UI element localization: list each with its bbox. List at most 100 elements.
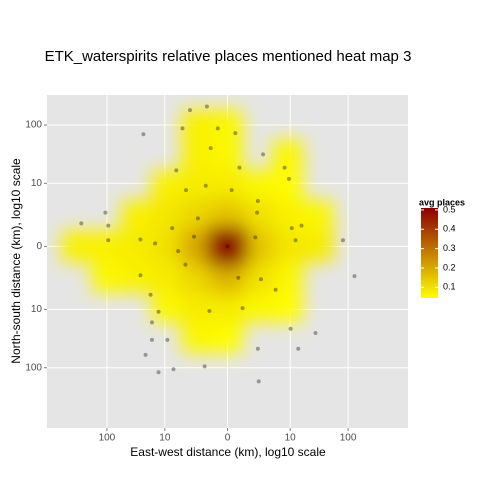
heat-cell — [211, 139, 244, 171]
heat-cell — [62, 292, 92, 322]
heat-cell — [363, 231, 393, 262]
heat-cell — [400, 383, 415, 413]
heat-cell — [92, 352, 122, 382]
x-tick-label: 100 — [340, 433, 357, 444]
point — [258, 277, 263, 282]
point — [203, 183, 208, 188]
heat-cell — [271, 199, 304, 232]
heat-cell — [243, 140, 273, 170]
point — [138, 237, 143, 242]
x-tick-label: 10 — [285, 433, 297, 444]
heat-cell — [152, 110, 182, 140]
heat-cell — [182, 352, 212, 382]
heat-cell — [363, 420, 393, 435]
points — [79, 104, 357, 384]
legend: 0.1 0.2 0.3 0.4 0.5 — [421, 204, 456, 292]
heat-cell — [39, 262, 54, 292]
point — [183, 262, 188, 267]
heat-cell — [122, 383, 152, 413]
heat-cell — [363, 140, 393, 170]
legend-tick-label: 0.4 — [443, 224, 456, 234]
heat-cell — [243, 352, 273, 382]
heat-cell — [400, 420, 415, 435]
heat-cell — [182, 383, 212, 413]
point — [240, 306, 245, 311]
point — [149, 320, 154, 325]
heat-cell — [151, 199, 184, 232]
y-tick-label: 0 — [36, 241, 42, 252]
heat-cell — [333, 322, 363, 352]
point — [138, 273, 143, 278]
x-tick-label: 10 — [159, 433, 171, 444]
heat-cell — [363, 201, 393, 231]
point — [255, 210, 260, 215]
heat-cell — [212, 383, 242, 413]
point — [233, 131, 238, 136]
point — [176, 249, 181, 254]
heat-cell — [303, 87, 333, 102]
heat-cell — [122, 171, 152, 201]
heat-cell — [181, 109, 213, 141]
point — [103, 210, 108, 215]
heat-cell — [303, 292, 333, 322]
heat-cell — [152, 87, 182, 102]
heat-cell — [152, 140, 182, 170]
heat-cell — [333, 231, 363, 262]
heat-cell — [182, 87, 212, 102]
heat-cell — [272, 139, 304, 171]
heat-cell — [272, 291, 304, 323]
heat-cell — [121, 261, 153, 293]
heat-cell — [152, 352, 182, 382]
legend-title: avg places — [419, 197, 465, 207]
heat-cell — [363, 383, 393, 413]
heat-cell — [92, 292, 122, 322]
point — [229, 188, 234, 193]
point — [225, 244, 230, 249]
heat-cell — [303, 171, 333, 201]
heat-cell — [243, 110, 273, 140]
heat-cell — [241, 260, 274, 293]
point — [149, 337, 154, 342]
point — [202, 364, 207, 369]
legend-tick-label: 0.5 — [443, 204, 456, 214]
point — [106, 238, 111, 243]
heat-cell — [400, 87, 415, 102]
point — [165, 337, 170, 342]
heat-cell — [272, 170, 304, 202]
heat-cell — [39, 420, 54, 435]
heat-cell — [363, 352, 393, 382]
heat-cell — [212, 87, 242, 102]
point — [253, 235, 258, 240]
point — [106, 223, 111, 228]
y-axis-label: North-south distance (km), log10 scale — [9, 158, 23, 364]
point — [156, 309, 161, 314]
chart-title: ETK_waterspirits relative places mention… — [45, 48, 412, 65]
heat-cell — [333, 262, 363, 292]
heat-cell — [182, 420, 212, 435]
x-axis-label: East-west distance (km), log10 scale — [130, 445, 326, 459]
point — [207, 309, 212, 314]
point — [143, 352, 148, 357]
point — [273, 287, 278, 292]
point — [352, 274, 357, 279]
heat-cell — [211, 109, 244, 141]
heat-cell — [39, 140, 54, 170]
point — [156, 370, 161, 375]
heat-cell — [91, 230, 123, 263]
heat-cell — [39, 87, 54, 102]
heat-cell — [400, 201, 415, 231]
legend-bar — [421, 208, 438, 298]
heat-cell — [333, 87, 363, 102]
heat-cell — [211, 321, 244, 354]
heat-cell — [303, 352, 333, 382]
heat-cell — [242, 291, 274, 323]
point — [208, 146, 213, 151]
heat-cell — [207, 226, 248, 267]
heat-cell — [62, 322, 92, 352]
heat-cell — [122, 140, 152, 170]
point — [188, 108, 193, 113]
heat-cell — [181, 291, 213, 323]
heat-cell — [91, 261, 123, 293]
heat-cell — [121, 230, 153, 263]
heat-cell — [272, 261, 304, 293]
